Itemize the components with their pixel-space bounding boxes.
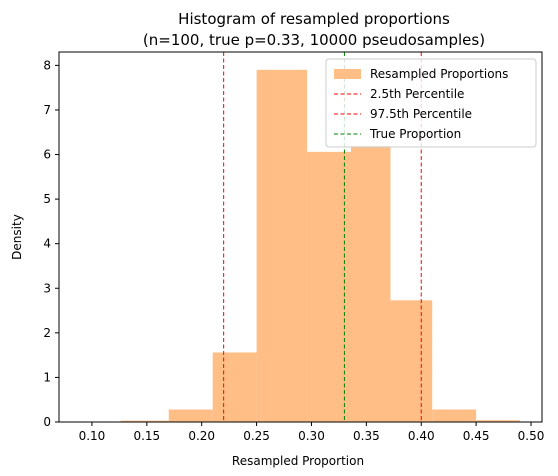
x-tick-label: 0.40	[408, 429, 435, 443]
x-tick-label: 0.25	[243, 429, 270, 443]
legend-entry-label: True Proportion	[369, 127, 461, 141]
y-tick-label: 6	[43, 148, 51, 162]
histogram-bar-3	[212, 352, 257, 422]
x-tick-label: 0.20	[188, 429, 215, 443]
y-axis-label: Density	[10, 214, 24, 260]
legend-swatch-bars	[334, 69, 361, 79]
y-tick-label: 5	[43, 192, 51, 206]
bars-layer	[120, 69, 521, 423]
histogram-bar-2	[168, 409, 213, 422]
legend-entry-label: 97.5th Percentile	[370, 107, 472, 121]
histogram-bar-7	[390, 300, 433, 422]
x-axis-label: Resampled Proportion	[232, 454, 364, 468]
legend-entry-label: Resampled Proportions	[370, 67, 508, 81]
legend-box	[325, 58, 537, 148]
x-tick-label: 0.15	[133, 429, 160, 443]
histogram-bar-9	[476, 420, 521, 422]
x-tick-label: 0.45	[463, 429, 490, 443]
x-tick-label: 0.50	[518, 429, 545, 443]
y-tick-label: 4	[43, 237, 51, 251]
histogram-bar-1	[120, 420, 169, 422]
y-tick-label: 2	[43, 326, 51, 340]
histogram-bar-5	[307, 151, 351, 423]
y-tick-label: 0	[43, 415, 51, 429]
axes-layer: 0.10 0.15 0.20 0.25 0.30 0.35 0.40 0.45 0.50 0 1 2 3…	[43, 51, 545, 443]
legend: Resampled Proportions 2.5th Percentile 97.…	[325, 58, 537, 148]
histogram-bar-6	[350, 145, 391, 423]
y-tick-label: 1	[43, 370, 51, 384]
histogram-bar-4	[256, 69, 308, 422]
chart-title-line1: Histogram of resampled proportions	[178, 10, 450, 28]
x-tick-label: 0.30	[298, 429, 325, 443]
legend-entry-label: 2.5th Percentile	[370, 87, 464, 101]
y-tick-label: 3	[43, 281, 51, 295]
histogram-bar-8	[432, 409, 477, 422]
plot-frame	[58, 51, 543, 423]
x-tick-label: 0.10	[79, 429, 106, 443]
y-tick-label: 7	[43, 103, 51, 117]
y-tick-label: 8	[43, 58, 51, 72]
chart-title-line2: (n=100, true p=0.33, 10000 pseudosamples…	[143, 31, 485, 49]
x-tick-label: 0.35	[353, 429, 380, 443]
